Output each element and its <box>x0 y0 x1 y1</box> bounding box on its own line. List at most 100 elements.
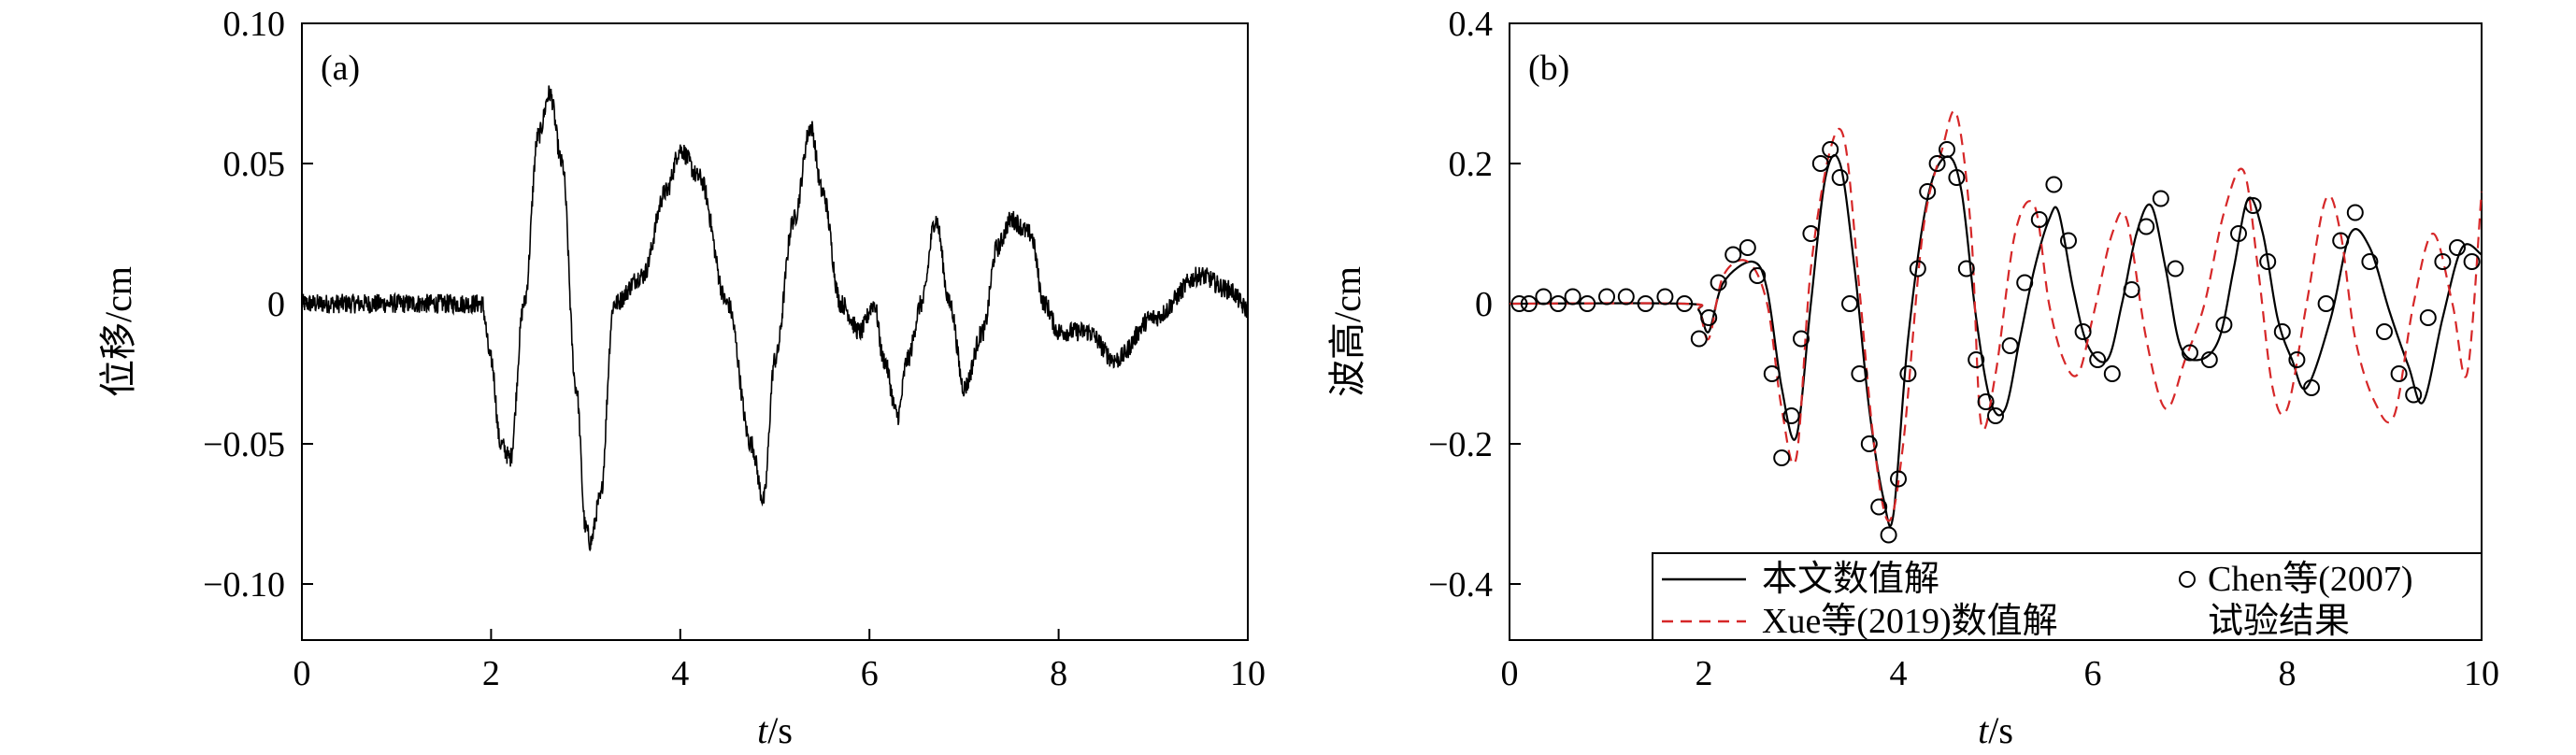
x-axis-title-a: t/s <box>757 709 793 751</box>
data-point-b <box>1598 288 1615 306</box>
plot-frame-a <box>301 22 1249 641</box>
data-point-b <box>1957 260 1975 278</box>
data-point-b <box>1637 295 1654 312</box>
data-point-b <box>1948 169 1966 186</box>
data-point-b <box>2419 309 2437 326</box>
data-point-b <box>1782 407 1800 424</box>
chart-panel-a: 0 2 4 6 8 10 −0.10 −0.05 0 0.05 0.10 (a) 位移/cm t/s <box>97 5 1266 751</box>
data-point-b <box>1520 295 1538 312</box>
data-point-b <box>2030 211 2048 228</box>
chart-panel-b: 0 2 4 6 8 10 −0.4 −0.2 0 0.2 0.4 (b) 波高/cm t/s 本文数… <box>1326 5 2499 751</box>
data-point-b <box>1656 288 1674 306</box>
data-point-b <box>1928 155 1946 172</box>
x-tick-label-a: 6 <box>861 654 879 693</box>
y-tick-label-b: 0 <box>1475 285 1493 324</box>
data-point-b <box>2288 351 2306 368</box>
data-point-b <box>2463 253 2481 270</box>
data-point-b <box>1841 295 1858 312</box>
legend-box <box>1652 552 2483 641</box>
x-tick-label-a: 4 <box>671 654 689 693</box>
data-point-b <box>2001 337 2019 354</box>
x-tick-label-b: 0 <box>1501 654 1519 693</box>
data-point-b <box>1773 449 1791 466</box>
data-point-b <box>1617 288 1635 306</box>
data-point-b <box>2152 190 2169 207</box>
data-point-b <box>2060 232 2077 249</box>
y-tick-label-b: 0.4 <box>1449 5 1494 44</box>
data-point-b <box>1939 141 1955 158</box>
data-point-b <box>2361 253 2379 270</box>
data-point-b <box>1822 141 1839 158</box>
data-point-b <box>2138 218 2155 235</box>
ticks-b: 0 2 4 6 8 10 −0.4 −0.2 0 0.2 0.4 <box>1428 5 2499 693</box>
series-line-b-1 <box>1509 109 2483 522</box>
series-group-a <box>301 85 1249 552</box>
data-point-b <box>1763 365 1781 382</box>
data-point-b <box>2376 323 2393 340</box>
data-point-b <box>1909 260 1926 278</box>
data-point-b <box>1510 295 1528 312</box>
data-point-b <box>1802 225 1820 242</box>
data-point-b <box>2182 344 2198 362</box>
y-axis-title-b: 波高/cm <box>1326 266 1368 397</box>
series-line-a-0 <box>301 85 1249 552</box>
data-point-b <box>2332 232 2350 249</box>
y-tick-label-b: −0.2 <box>1428 425 1493 464</box>
data-point-b <box>2259 253 2277 270</box>
data-point-b <box>1831 169 1849 186</box>
data-point-b <box>1739 239 1756 256</box>
x-axis-title-b: t/s <box>1978 709 2013 751</box>
y-axis-title-a: 位移/cm <box>97 266 139 397</box>
data-point-b <box>2405 386 2423 404</box>
data-point-b <box>2230 225 2247 242</box>
data-point-b <box>2390 365 2408 382</box>
panel-label-a: (a) <box>321 49 360 88</box>
data-point-b <box>1987 407 2004 424</box>
legend: 本文数值解 Xue等(2019)数值解 Chen等(2007) 试验结果 <box>1652 552 2483 641</box>
y-tick-label-a: 0.05 <box>223 145 286 184</box>
data-point-b <box>1880 526 1897 544</box>
x-tick-label-b: 4 <box>1890 654 1908 693</box>
legend-label-dashed: Xue等(2019)数值解 <box>1762 602 2058 641</box>
data-point-b <box>2449 239 2466 256</box>
x-tick-label-a: 8 <box>1050 654 1067 693</box>
data-point-b <box>1749 267 1767 284</box>
data-point-b <box>2123 281 2140 298</box>
data-point-b <box>2317 295 2335 312</box>
x-tick-label-b: 10 <box>2464 654 2499 693</box>
data-point-b <box>1550 295 1567 312</box>
y-tick-label-a: 0.10 <box>223 5 286 44</box>
x-tick-label-b: 2 <box>1696 654 1713 693</box>
data-point-b <box>1919 183 1937 200</box>
legend-label-solid: 本文数值解 <box>1762 560 1939 599</box>
x-axis-var-b: t <box>1978 709 1989 751</box>
legend-swatch-circle <box>2179 571 2196 588</box>
data-point-b <box>1870 498 1888 516</box>
data-point-b <box>1851 365 1868 382</box>
data-point-b <box>1690 330 1708 348</box>
data-point-b <box>1899 365 1917 382</box>
series-line-b-0 <box>1509 153 2483 528</box>
data-point-b <box>1968 351 1985 368</box>
data-point-b <box>1564 288 1581 306</box>
x-tick-label-a: 10 <box>1230 654 1266 693</box>
data-point-b <box>1724 246 1742 264</box>
data-point-b <box>2089 351 2107 368</box>
x-tick-label-b: 6 <box>2084 654 2102 693</box>
legend-label-circle: Chen等(2007) <box>2208 560 2413 599</box>
data-point-b <box>2434 253 2452 270</box>
data-point-b <box>2273 323 2291 340</box>
plot-frame-b <box>1509 22 2483 641</box>
data-point-b <box>2045 176 2063 193</box>
x-tick-label-b: 8 <box>2279 654 2297 693</box>
data-point-b <box>1579 295 1596 312</box>
data-point-b <box>2346 204 2364 221</box>
y-tick-label-b: −0.4 <box>1428 565 1493 605</box>
x-axis-var-a: t <box>757 709 768 751</box>
data-point-b <box>1811 155 1829 172</box>
data-point-b <box>1860 435 1878 452</box>
x-tick-label-a: 0 <box>293 654 311 693</box>
data-point-b <box>1700 309 1718 326</box>
x-tick-label-a: 2 <box>482 654 500 693</box>
